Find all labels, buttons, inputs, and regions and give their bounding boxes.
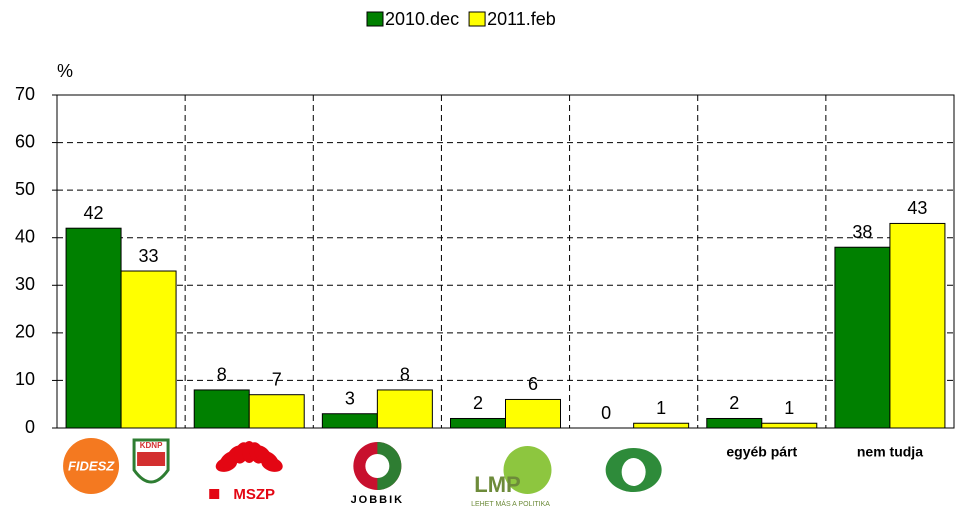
bar: [193, 389, 250, 429]
y-tick-label: 50: [15, 179, 35, 199]
data-label: 1: [656, 398, 666, 418]
y-tick-label: 70: [15, 84, 35, 104]
bar: [834, 246, 891, 429]
bar: [120, 270, 177, 429]
data-label: 38: [852, 222, 872, 242]
bar: [450, 417, 506, 429]
logo-jobbik-half: [377, 442, 402, 490]
legend-swatch: [468, 11, 486, 27]
x-tick-label: nem tudja: [857, 444, 923, 460]
legend-label: 2011.feb: [487, 9, 556, 29]
bar: [321, 413, 378, 429]
logo-text: JOBBIK: [351, 494, 405, 506]
data-label: 2: [473, 393, 483, 413]
y-tick-label: 20: [15, 322, 35, 342]
data-label: 8: [400, 365, 410, 385]
data-label: 3: [345, 388, 355, 408]
data-label: 42: [84, 203, 104, 223]
data-label: 33: [139, 246, 159, 266]
y-tick-label: 10: [15, 369, 35, 389]
data-label: 1: [784, 398, 794, 418]
logo-mszp-petal: [261, 456, 283, 472]
bar: [376, 389, 433, 429]
data-label: 6: [528, 374, 538, 394]
data-label: 2: [729, 393, 739, 413]
logo-mszp-mark: [209, 489, 220, 499]
y-tick-label: 60: [15, 131, 35, 151]
logo-text: LEHET MÁS A POLITIKA: [471, 499, 550, 508]
logo-lmp-circle: [503, 446, 552, 494]
legend-swatch: [366, 11, 384, 27]
data-label: 8: [217, 365, 227, 385]
logo-text: KDNP: [140, 441, 163, 450]
y-tick-label: 40: [15, 226, 35, 246]
data-label: 7: [272, 369, 282, 389]
bar: [65, 227, 122, 429]
y-axis-label: %: [57, 61, 73, 81]
bar: [248, 394, 305, 429]
bar: [761, 422, 818, 429]
data-label: 43: [907, 198, 927, 218]
bar: [889, 222, 946, 429]
logo-text: LMP: [474, 472, 520, 497]
logo-fifth-inner: [621, 458, 646, 486]
logo-jobbik-inner: [365, 454, 390, 478]
bar: [505, 398, 561, 429]
y-tick-label: 0: [25, 417, 35, 437]
plot-area: [56, 94, 955, 429]
bar: [633, 422, 690, 429]
logo-text: MSZP: [233, 486, 275, 503]
logo-kdnp-band: [137, 452, 166, 466]
legend-label: 2010.dec: [385, 9, 459, 29]
data-label: 0: [601, 403, 611, 423]
bar: [706, 417, 763, 429]
logo-fidesz: [63, 438, 120, 494]
y-tick-label: 30: [15, 274, 35, 294]
logo-text: FIDESZ: [68, 458, 115, 473]
x-tick-label: egyéb párt: [726, 444, 797, 460]
